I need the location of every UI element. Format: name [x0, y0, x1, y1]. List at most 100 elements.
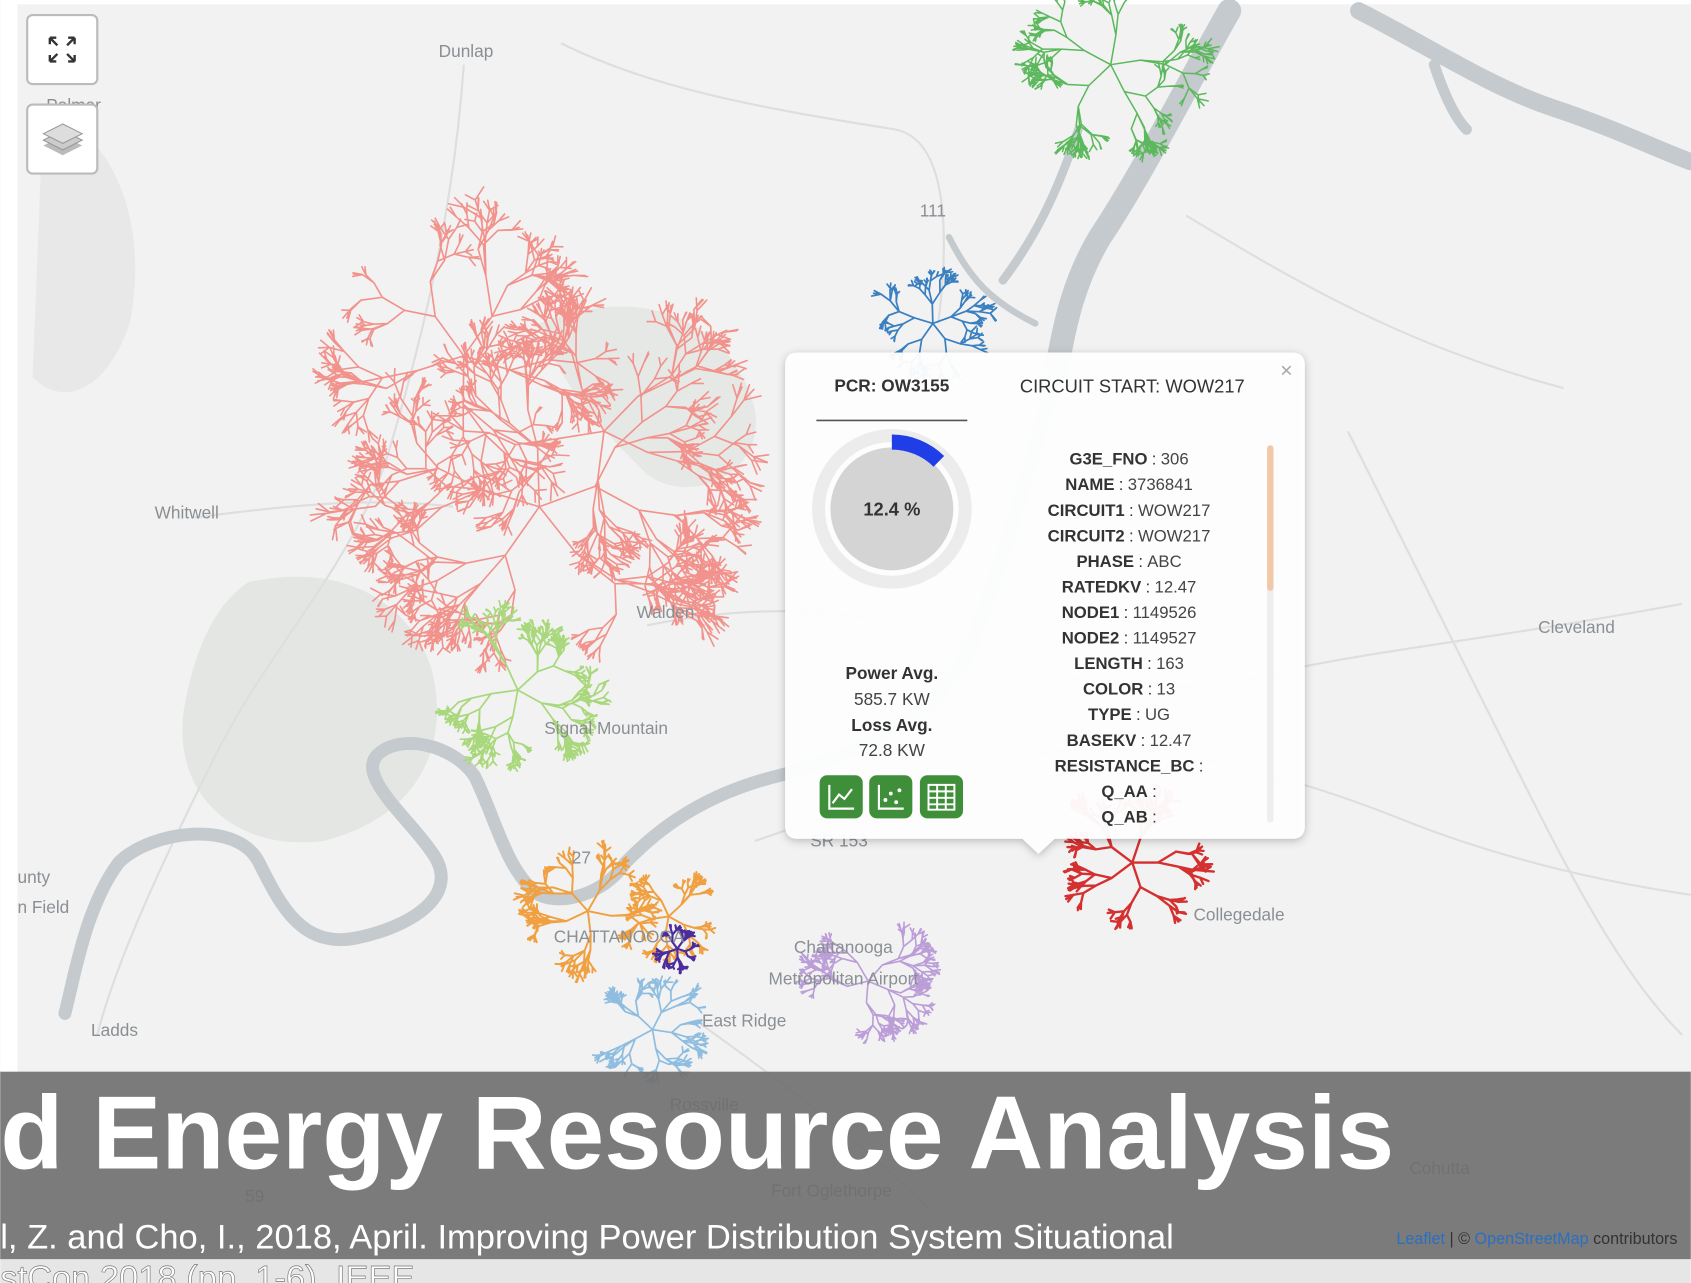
- osm-link[interactable]: OpenStreetMap: [1475, 1230, 1589, 1248]
- place-label: Whitwell: [155, 503, 219, 523]
- property-sep: :: [1148, 680, 1153, 699]
- circuit: [1012, 0, 1220, 163]
- property-sep: :: [1129, 526, 1134, 545]
- place-label: CHATTANOOGA: [554, 926, 685, 946]
- property-value: 163: [1156, 654, 1184, 673]
- property: LENGTH:163: [1074, 654, 1184, 673]
- banner-title: d Energy Resource Analysis: [0, 1075, 1394, 1191]
- property-key: CIRCUIT1: [1048, 501, 1125, 520]
- place-label: Cleveland: [1538, 617, 1615, 637]
- property-key: Q_AB: [1101, 807, 1147, 826]
- leaflet-link[interactable]: Leaflet: [1396, 1230, 1445, 1248]
- citation-line: stCon 2018 (pp. 1-6). IEEE.: [0, 1259, 424, 1283]
- property-sep: :: [1141, 731, 1146, 750]
- property-sep: :: [1124, 629, 1129, 648]
- property: BASEKV:12.47: [1067, 731, 1192, 750]
- chart-buttons: [819, 775, 964, 819]
- property: Q_AB:: [1101, 807, 1156, 826]
- property-value: ABC: [1147, 552, 1181, 571]
- property-value: 13: [1157, 680, 1176, 699]
- property-sep: :: [1152, 450, 1157, 469]
- property-key: Q_AA: [1101, 782, 1147, 801]
- property-key: RESISTANCE_BC: [1055, 756, 1195, 775]
- property-sep: :: [1129, 501, 1134, 520]
- property: NAME:3736841: [1065, 475, 1193, 494]
- scatter-button[interactable]: [869, 775, 913, 819]
- property: Q_AA:: [1101, 782, 1156, 801]
- property-sep: :: [1119, 475, 1124, 494]
- property-value: UG: [1145, 705, 1170, 724]
- gauge-label: 12.4 %: [863, 498, 920, 519]
- property-value: 3736841: [1128, 475, 1193, 494]
- banner: [0, 1071, 1691, 1260]
- place-label: 27: [572, 848, 591, 868]
- zoom-fullscreen-control[interactable]: [26, 14, 99, 86]
- loss-value: 72.8 KW: [859, 740, 926, 760]
- property-key: LENGTH: [1074, 654, 1143, 673]
- close-button[interactable]: ×: [1280, 357, 1293, 382]
- place-label: Chattanooga: [794, 937, 893, 957]
- bottom-strip: [0, 1259, 1691, 1283]
- circuit: [434, 599, 612, 773]
- property: COLOR:13: [1083, 680, 1175, 699]
- property-key: PHASE: [1076, 552, 1134, 571]
- circuit: [432, 289, 770, 583]
- layers-control[interactable]: [26, 103, 99, 175]
- fullscreen-icon: [48, 36, 76, 63]
- popup-content: × PCR: OW3155 CIRCUIT START: WOW217 12.4…: [812, 357, 1293, 827]
- scrollbar-thumb[interactable]: [1267, 445, 1274, 591]
- property-key: NODE1: [1062, 603, 1120, 622]
- property-value: 1149527: [1133, 629, 1197, 648]
- circuit: [795, 921, 942, 1045]
- power-label: Power Avg.: [846, 663, 939, 683]
- tab-pcr[interactable]: PCR: OW3155: [834, 375, 949, 395]
- property: RATEDKV:12.47: [1062, 577, 1197, 596]
- property-sep: :: [1124, 603, 1129, 622]
- circuit: [512, 839, 663, 984]
- property-key: NODE2: [1062, 629, 1120, 648]
- property-key: NAME: [1065, 475, 1114, 494]
- property-key: G3E_FNO: [1069, 450, 1147, 469]
- property-value: WOW217: [1138, 526, 1210, 545]
- property-key: COLOR: [1083, 680, 1143, 699]
- property: PHASE: ABC: [1076, 552, 1181, 571]
- popup: [785, 352, 1305, 854]
- property-key: TYPE: [1088, 705, 1132, 724]
- property-sep: :: [1146, 577, 1151, 596]
- place-label: unty: [17, 867, 50, 887]
- circuits: [309, 0, 1220, 1085]
- place-label: Walden: [637, 602, 695, 622]
- tab-circuit[interactable]: CIRCUIT START: WOW217: [1020, 375, 1245, 396]
- property: RESISTANCE_BC:: [1055, 756, 1204, 775]
- property: G3E_FNO:306: [1069, 450, 1188, 469]
- property-value: 306: [1161, 450, 1189, 469]
- property-value: 12.47: [1150, 731, 1192, 750]
- table-button[interactable]: [919, 775, 964, 819]
- property-sep: :: [1136, 705, 1141, 724]
- place-label: Collegedale: [1193, 905, 1284, 925]
- property-sep: :: [1152, 807, 1157, 826]
- popup-panel: [785, 352, 1305, 854]
- property-value: 1149526: [1133, 603, 1197, 622]
- place-label: Ladds: [91, 1020, 138, 1040]
- property: CIRCUIT2: WOW217: [1048, 526, 1211, 545]
- power-value: 585.7 KW: [854, 689, 930, 709]
- circuit: [591, 975, 710, 1085]
- property: NODE1:1149526: [1062, 603, 1197, 622]
- property-key: RATEDKV: [1062, 577, 1142, 596]
- property-key: BASEKV: [1067, 731, 1137, 750]
- fullscreen-button[interactable]: [26, 14, 99, 86]
- property: TYPE: UG: [1088, 705, 1170, 724]
- place-label: Signal Mountain: [544, 718, 668, 738]
- property: NODE2:1149527: [1062, 629, 1197, 648]
- attribution: Leaflet | © OpenStreetMap contributors: [1396, 1230, 1677, 1248]
- place-label: n Field: [17, 897, 69, 917]
- gauge-arc: [891, 434, 945, 467]
- place-label: East Ridge: [702, 1010, 786, 1030]
- property-sep: :: [1147, 654, 1152, 673]
- attribution-sep: | ©: [1449, 1230, 1470, 1248]
- property-sep: :: [1138, 552, 1143, 571]
- place-label: 111: [920, 201, 946, 221]
